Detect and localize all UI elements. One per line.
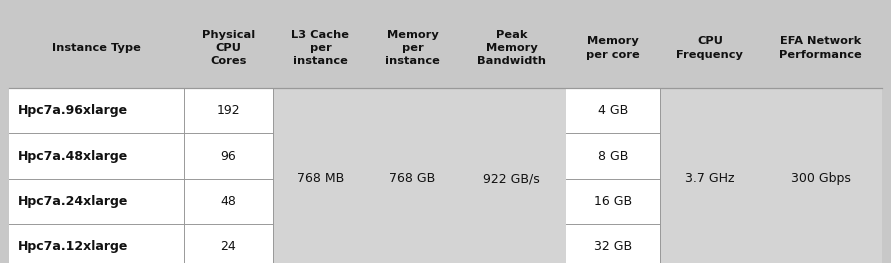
Bar [660,88,759,263]
Text: 768 GB: 768 GB [389,172,436,185]
Text: Hpc7a.48xlarge: Hpc7a.48xlarge [18,150,128,163]
Bar [184,88,274,263]
Bar [368,88,457,263]
Text: EFA Network
Performance: EFA Network Performance [780,36,862,60]
Text: 96: 96 [220,150,236,163]
Bar [9,8,882,88]
Text: 48: 48 [220,195,236,208]
Text: 922 GB/s: 922 GB/s [483,172,540,185]
Bar [566,88,660,263]
Bar [9,88,184,263]
Text: 24: 24 [220,240,236,253]
Text: 192: 192 [217,104,241,117]
Text: Hpc7a.96xlarge: Hpc7a.96xlarge [18,104,127,117]
Text: CPU
Frequency: CPU Frequency [676,36,743,60]
Text: 32 GB: 32 GB [594,240,632,253]
Text: 300 Gbps: 300 Gbps [791,172,851,185]
Text: Hpc7a.24xlarge: Hpc7a.24xlarge [18,195,128,208]
Bar [457,88,566,263]
Text: 3.7 GHz: 3.7 GHz [685,172,734,185]
Text: Peak
Memory
Bandwidth: Peak Memory Bandwidth [477,30,546,66]
Text: Hpc7a.12xlarge: Hpc7a.12xlarge [18,240,128,253]
Text: 4 GB: 4 GB [598,104,628,117]
Text: L3 Cache
per
instance: L3 Cache per instance [291,30,349,66]
Bar [759,88,882,263]
Text: 768 MB: 768 MB [297,172,344,185]
Text: Memory
per core: Memory per core [586,36,640,60]
Text: Memory
per
instance: Memory per instance [385,30,440,66]
Bar [274,88,368,263]
Text: Physical
CPU
Cores: Physical CPU Cores [201,30,255,66]
Text: Instance Type: Instance Type [52,43,141,53]
Text: 8 GB: 8 GB [598,150,628,163]
Text: 16 GB: 16 GB [594,195,632,208]
